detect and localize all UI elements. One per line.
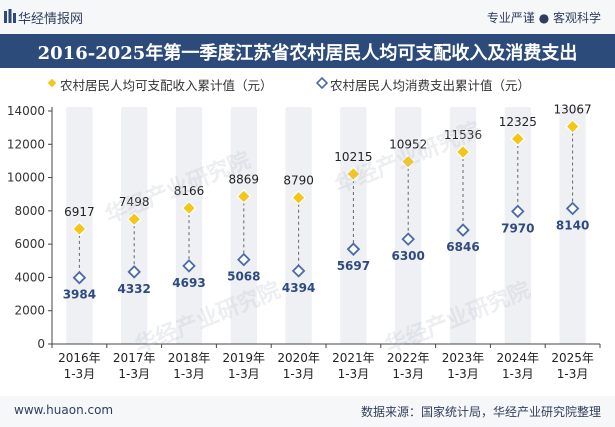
income-data-label: 6917 <box>64 205 95 219</box>
x-tick-label: 2019年 1-3月 <box>223 351 266 381</box>
y-tick-label: 14000 <box>7 104 45 118</box>
consumption-point <box>346 242 361 256</box>
consumption-point <box>511 204 525 219</box>
consumption-data-label: 4394 <box>282 281 315 295</box>
y-tick-label: 10000 <box>7 171 45 185</box>
consumption-point <box>401 232 415 246</box>
footer: www.huaon.com 数据来源：国家统计局，华经产业研究院整理 <box>0 396 615 427</box>
consumption-data-label: 4332 <box>117 282 150 296</box>
x-tick-label: 2021年 1-3月 <box>332 351 375 381</box>
income-point <box>510 131 526 147</box>
legend-label-consumption: 农村居民人均消费支出累计值（元） <box>330 78 531 93</box>
consumption-point <box>291 264 306 278</box>
consumption-data-label: 7970 <box>501 221 534 235</box>
x-tick-label: 2017年 1-3月 <box>113 351 156 381</box>
consumption-point <box>182 259 196 273</box>
chart-area: 0 2000 4000 6000 8000 10000 12000 14000 2016年 1-3… <box>7 103 601 381</box>
category-column <box>559 107 586 344</box>
diamond-blue-icon <box>316 77 328 89</box>
x-tick-label: 2025年 1-3月 <box>551 351 594 381</box>
consumption-data-label: 8140 <box>556 219 589 233</box>
income-point <box>455 144 471 160</box>
y-tick-label: 2000 <box>14 304 45 318</box>
x-tick-label: 2016年 1-3月 <box>58 351 101 381</box>
income-point <box>400 154 416 170</box>
consumption-data-label: 6300 <box>391 249 424 263</box>
income-data-label: 13067 <box>554 103 592 117</box>
consumption-point <box>127 265 141 279</box>
brand-name: 华经情报网 <box>18 12 84 27</box>
income-point <box>181 200 197 216</box>
title-bar: 2016-2025年第一季度江苏省农村居民人均可支配收入及消费支出 <box>0 34 615 68</box>
top-bar: 华经情报网 专业严谨 ● 客观科学 <box>0 0 615 34</box>
income-point <box>236 189 252 204</box>
income-data-label: 8790 <box>283 174 314 188</box>
legend-label-income: 农村居民人均可支配收入累计值（元） <box>60 78 273 93</box>
consumption-data-label: 4693 <box>172 276 205 290</box>
y-tick-label: 12000 <box>7 137 45 151</box>
x-tick-label: 2020年 1-3月 <box>277 351 320 381</box>
income-data-label: 8166 <box>174 184 205 198</box>
consumption-point <box>456 223 470 237</box>
income-point <box>291 190 306 206</box>
chart-title: 2016-2025年第一季度江苏省农村居民人均可支配收入及消费支出 <box>37 43 578 64</box>
consumption-data-label: 5068 <box>227 270 260 284</box>
income-data-label: 10952 <box>389 138 427 152</box>
category-column <box>285 107 312 344</box>
category-column <box>395 107 422 344</box>
income-data-label: 8869 <box>229 172 260 186</box>
income-point <box>72 221 87 237</box>
y-tick-label: 8000 <box>14 204 45 218</box>
income-data-label: 10215 <box>334 150 372 164</box>
y-tick-label: 4000 <box>14 270 45 284</box>
income-point <box>565 119 580 134</box>
brand-logo-icon <box>4 9 16 23</box>
consumption-point <box>72 270 87 285</box>
y-tick-label: 6000 <box>14 237 45 251</box>
category-column <box>504 107 531 344</box>
x-tick-label: 2023年 1-3月 <box>442 351 485 381</box>
category-column <box>230 107 257 344</box>
x-tick-label: 2024年 1-3月 <box>497 351 540 381</box>
consumption-point <box>565 201 580 216</box>
consumption-data-label: 5697 <box>337 259 370 273</box>
category-column <box>340 107 367 344</box>
website-link[interactable]: www.huaon.com <box>14 403 114 417</box>
income-data-label: 11536 <box>444 128 482 142</box>
consumption-point <box>237 252 251 267</box>
x-tick-label: 2022年 1-3月 <box>387 351 430 381</box>
diamond-yellow-icon <box>46 77 58 89</box>
consumption-data-label: 6846 <box>446 240 479 254</box>
income-data-label: 7498 <box>119 195 150 209</box>
y-tick-label: 0 <box>37 337 45 351</box>
income-point <box>126 211 142 227</box>
income-point <box>346 166 361 182</box>
category-column <box>175 107 203 344</box>
income-data-label: 12325 <box>499 115 537 129</box>
consumption-data-label: 3984 <box>63 288 96 302</box>
x-tick-label: 2018年 1-3月 <box>168 351 211 381</box>
data-source: 数据来源：国家统计局，华经产业研究院整理 <box>360 405 601 419</box>
tagline: 专业严谨 ● 客观科学 <box>486 11 601 25</box>
